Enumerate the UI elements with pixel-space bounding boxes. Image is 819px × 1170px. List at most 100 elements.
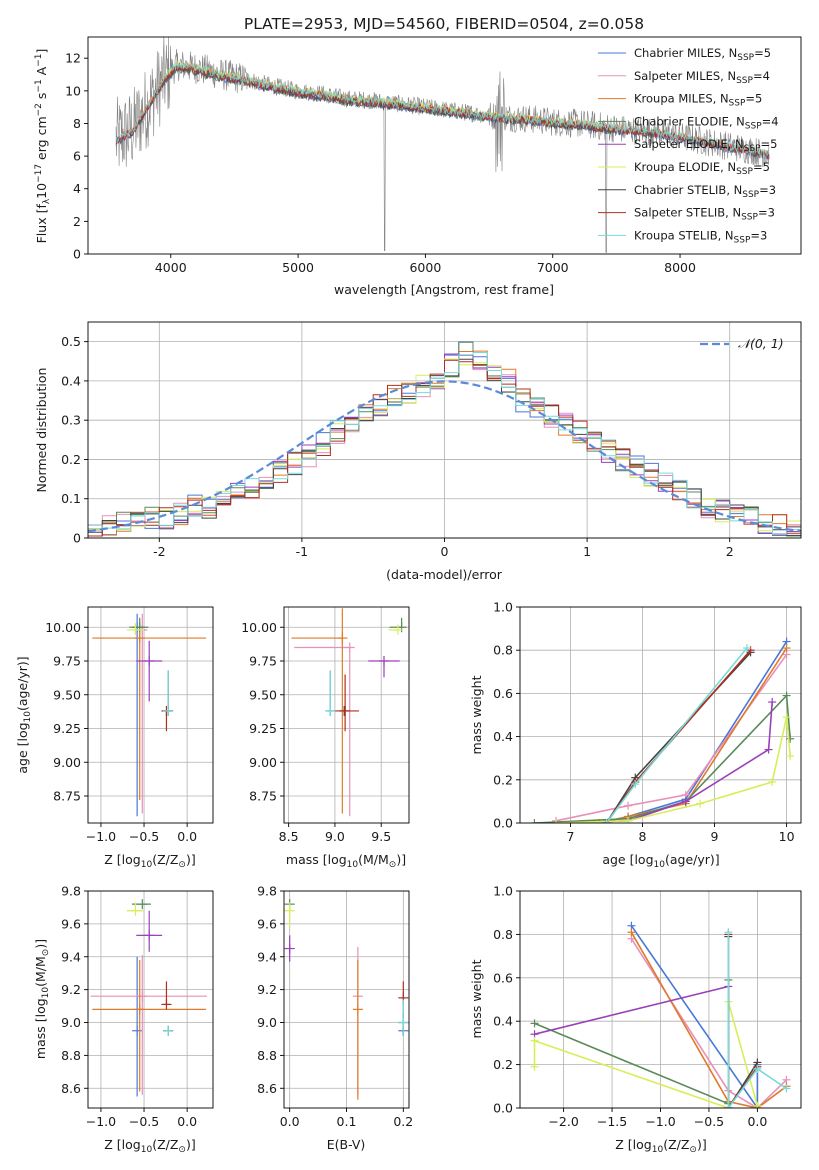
y-tick-label: 8.8: [257, 1048, 277, 1063]
y-tick-label: 9.25: [249, 721, 277, 736]
x-tick-label: −0.5: [694, 1114, 724, 1129]
y-tick-label: 0.1: [61, 491, 81, 506]
y-tick-label: 9.6: [61, 916, 81, 931]
weight-series-kroupa_elodie: [555, 717, 791, 823]
y-tick-label: 9.4: [61, 949, 81, 964]
plot-area: [530, 921, 791, 1108]
y-tick-label: 0.4: [493, 729, 513, 744]
x-tick-label: 0.1: [337, 1114, 357, 1129]
model-spectrum-kroupa_stelib: [115, 61, 770, 158]
gaussian-legend-label: 𝒩(0, 1): [738, 336, 784, 351]
x-tick-label: 0.0: [747, 1114, 767, 1129]
y-tick-label: 0.6: [493, 970, 513, 985]
x-tick-label: −2.0: [548, 1114, 578, 1129]
x-tick-label: 6000: [409, 260, 441, 275]
gaussian-curve: [88, 380, 801, 533]
plot-area: [90, 899, 207, 1097]
y-tick-label: 9.00: [249, 755, 277, 770]
y-tick-label: 9.00: [53, 755, 81, 770]
weight-series-chabrier_miles: [630, 925, 759, 1108]
y-tick-label: 2: [73, 214, 81, 229]
y-tick-label: 0.4: [61, 373, 81, 388]
legend-label-salpeter_elodie: Salpeter ELODIE, NSSP=5: [634, 137, 777, 154]
y-tick-label: 9.8: [257, 884, 277, 899]
legend-label-kroupa_elodie: Kroupa ELODIE, NSSP=5: [634, 160, 770, 177]
y-tick-label: 0.4: [493, 1014, 513, 1029]
y-tick-label: 12: [65, 51, 81, 66]
x-tick-label: 9: [711, 829, 719, 844]
axes-mass_vs_Z: −1.0 −0.5 0.0 8.6 8.8 9.0 9.2 9.4 9.6 9.8: [61, 884, 214, 1129]
axes-spectrum: 4000 5000 6000 7000 8000 0 2 4 6 8 10 12: [65, 36, 802, 275]
figure-title: PLATE=2953, MJD=54560, FIBERID=0504, z=0…: [244, 15, 644, 33]
legend-label-kroupa_miles: Kroupa MILES, NSSP=5: [634, 92, 762, 109]
x-tick-label: -1: [296, 544, 308, 559]
x-tick-label: −1.0: [86, 829, 116, 844]
x-tick-label: 9.0: [325, 829, 345, 844]
y-tick-label: 6: [73, 149, 81, 164]
axes-residuals: -2 -1 0 1 2 0 0.1 0.2 0.3 0.4 0.5: [61, 321, 802, 559]
x-tick-label: −0.5: [129, 1114, 159, 1129]
y-tick-label: 8.6: [257, 1081, 277, 1096]
plot-area: [92, 613, 207, 817]
y-tick-label: 10: [65, 83, 81, 98]
y-tick-label: 9.75: [249, 654, 277, 669]
x-tick-label: 2: [726, 544, 734, 559]
axes-frame: [87, 890, 214, 1109]
y-tick-label: 9.6: [257, 916, 277, 931]
y-tick-label: 0.2: [493, 772, 513, 787]
y-tick-label: 0.2: [61, 452, 81, 467]
age-Z-xlabel: Z [log10(Z/Z⊙)]: [104, 852, 195, 870]
x-tick-label: -2: [153, 544, 165, 559]
x-tick-label: −1.5: [597, 1114, 627, 1129]
x-tick-label: −1.0: [645, 1114, 675, 1129]
axes-frame: [283, 606, 410, 824]
y-tick-label: 10.00: [45, 620, 81, 635]
y-tick-label: 0: [73, 531, 81, 546]
y-tick-label: 4: [73, 181, 81, 196]
weight-series-salpeter_miles: [630, 938, 788, 1108]
y-tick-label: 9.8: [61, 884, 81, 899]
y-tick-label: 0.8: [493, 643, 513, 658]
axes-frame: [87, 606, 214, 824]
y-tick-label: 1.0: [493, 600, 513, 615]
axes-mass_vs_ebv: 0.0 0.1 0.2 8.6 8.8 9.0 9.2 9.4 9.6 9.8: [257, 884, 413, 1130]
x-tick-label: 7: [566, 829, 574, 844]
spectrum-legend: Chabrier MILES, NSSP=5 Salpeter MILES, NS…: [598, 46, 779, 245]
x-tick-label: 7000: [537, 260, 569, 275]
weight-Z-xlabel: Z [log10(Z/Z⊙)]: [615, 1137, 706, 1155]
y-tick-label: 9.25: [53, 721, 81, 736]
axes-frame: [87, 36, 802, 255]
x-tick-label: 4000: [155, 260, 187, 275]
y-tick-label: 1.0: [493, 884, 513, 899]
y-tick-label: 9.4: [257, 949, 277, 964]
weight-series-kroupa_stelib: [727, 932, 787, 1108]
y-tick-label: 9.2: [61, 982, 81, 997]
x-tick-label: 8.5: [279, 829, 299, 844]
weight-age-xlabel: age [log10(age/yr)]: [602, 852, 719, 870]
y-tick-label: 0.8: [493, 927, 513, 942]
x-tick-label: 0.0: [177, 1114, 197, 1129]
axes-age_vs_mass: 8.5 9.0 9.5 8.75 9.00 9.25 9.50 9.75 10.00: [241, 606, 410, 844]
y-tick-label: 0.6: [493, 686, 513, 701]
x-tick-label: 0: [441, 544, 449, 559]
plot-area: [115, 37, 770, 253]
y-tick-label: 9.0: [61, 1015, 81, 1030]
axes-frame: [519, 606, 802, 824]
legend-label-chabrier_elodie: Chabrier ELODIE, NSSP=4: [634, 114, 779, 131]
y-tick-label: 9.2: [257, 982, 277, 997]
y-tick-label: 0.0: [493, 1101, 513, 1116]
x-tick-label: −1.0: [86, 1114, 116, 1129]
weight-Z-ylabel: mass weight: [469, 959, 484, 1038]
plots-layer: 4000 5000 6000 7000 8000024681012wavelength …: [15, 36, 802, 1155]
spectrum-ylabel: Flux [fλ10−17 erg cm−2 s−1 A−1]: [34, 49, 52, 244]
x-tick-label: 8: [639, 829, 647, 844]
y-tick-label: 0.2: [493, 1057, 513, 1072]
histogram-ylabel: Normed distribution: [34, 368, 49, 493]
legend-label-salpeter_miles: Salpeter MILES, NSSP=4: [634, 69, 770, 86]
x-tick-label: 0.0: [177, 829, 197, 844]
y-tick-label: 0.5: [61, 334, 81, 349]
mass-ebv-xlabel: E(B-V): [327, 1137, 366, 1152]
x-tick-label: 0.2: [393, 1114, 413, 1129]
